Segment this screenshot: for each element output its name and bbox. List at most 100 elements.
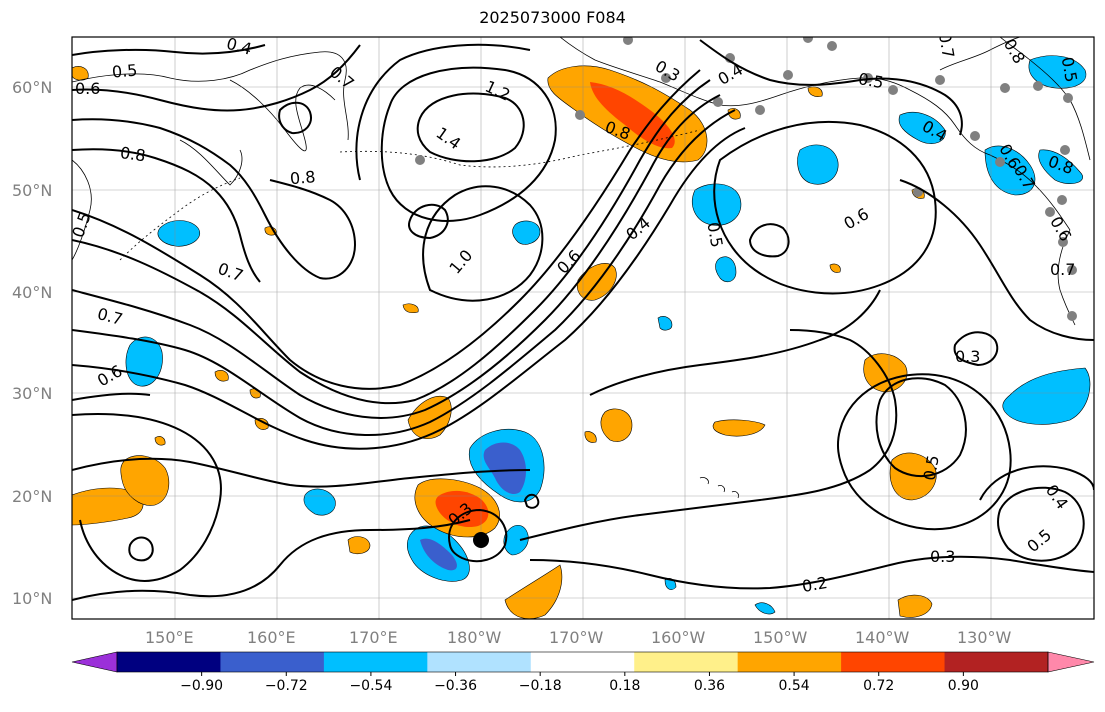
station-marker xyxy=(1057,195,1067,205)
lat-label: 30°N xyxy=(12,384,52,403)
colorbar: −0.90 −0.72 −0.54 −0.36 −0.18 0.18 0.36 0.54 0.7… xyxy=(71,651,1095,694)
station-marker xyxy=(970,131,980,141)
contour-line xyxy=(355,43,531,181)
lon-label: 150°W xyxy=(753,628,808,647)
negative-anomaly-small-4 xyxy=(303,488,336,516)
colorbar-segment xyxy=(841,652,946,672)
contour-label: 0.2 xyxy=(800,573,828,596)
chart-title: 2025073000 F084 xyxy=(479,8,626,27)
lon-label: 160°E xyxy=(247,628,296,647)
station-marker xyxy=(1058,237,1068,247)
aleutian-chain xyxy=(339,129,701,168)
contour-label: 0.6 xyxy=(75,79,100,98)
negative-anomaly-small-2 xyxy=(512,220,541,245)
negative-anomaly-bc-coast-3 xyxy=(1038,149,1083,184)
station-marker xyxy=(1045,207,1055,217)
colorbar-segment xyxy=(737,652,842,672)
colorbar-segment xyxy=(117,652,221,672)
contour-line xyxy=(589,289,881,396)
colorbar-segment xyxy=(530,652,635,672)
positive-anomaly-small-13 xyxy=(829,263,841,273)
colorbar-tick-label: 0.54 xyxy=(779,678,810,694)
colorbar-segment xyxy=(634,652,739,672)
station-marker xyxy=(863,73,873,83)
station-marker xyxy=(1067,265,1077,275)
contour-line xyxy=(380,66,557,222)
station-marker xyxy=(803,37,813,43)
contour-line xyxy=(748,223,790,258)
lon-label: 140°W xyxy=(855,628,910,647)
coastline-kamchatka xyxy=(229,79,336,152)
contour-line xyxy=(72,127,746,450)
contour-line xyxy=(72,44,361,112)
lon-label: 170°E xyxy=(349,628,398,647)
lat-label: 50°N xyxy=(12,181,52,200)
map-border xyxy=(71,36,1095,620)
contour-line xyxy=(72,457,531,488)
colorbar-tick-label: −0.18 xyxy=(519,678,562,694)
contour-line xyxy=(953,331,999,367)
positive-anomaly-small-1 xyxy=(347,536,371,555)
lon-label: 150°E xyxy=(145,628,194,647)
lon-label: 160°W xyxy=(651,628,706,647)
positive-anomaly-mid-pacific-4 xyxy=(712,419,766,437)
contour-line xyxy=(72,148,261,283)
positive-anomaly-gulf-alaska-core xyxy=(590,82,675,149)
contour-line xyxy=(523,493,540,509)
contour-line xyxy=(72,69,701,390)
negative-anomaly-mid-blob xyxy=(692,183,742,226)
colorbar-tick-label: 0.36 xyxy=(694,678,725,694)
lon-label: 180°W xyxy=(447,628,502,647)
contour-label: 0.3 xyxy=(930,547,955,566)
negative-anomaly-nw-canada xyxy=(1028,55,1087,89)
station-marker xyxy=(888,85,898,95)
contour-line xyxy=(72,44,266,56)
negative-anomaly-small-3 xyxy=(657,316,673,331)
storm-center-marker xyxy=(473,532,489,548)
station-marker xyxy=(1060,145,1070,155)
negative-anomaly-gulf-blob xyxy=(797,144,839,185)
gridlines xyxy=(72,37,1094,619)
coastline-siberia xyxy=(72,51,349,141)
contour-lines xyxy=(72,39,1094,601)
station-marker xyxy=(783,70,793,80)
contour-label: 0.7 xyxy=(935,31,958,59)
positive-anomaly-small-9 xyxy=(154,436,166,446)
coastline-alaska-panhandle xyxy=(909,89,1071,231)
colorbar-tick-label: 0.72 xyxy=(863,678,894,694)
positive-anomaly-small-10 xyxy=(584,431,597,443)
positive-anomaly-south-2 xyxy=(897,594,933,618)
contour-label: 0.8 xyxy=(289,167,316,188)
station-marker xyxy=(575,110,585,120)
negative-anomaly-storm-south-core xyxy=(420,538,457,571)
contour-line xyxy=(72,519,471,601)
negative-anomaly-small-1 xyxy=(715,256,737,283)
contour-line xyxy=(128,536,154,562)
station-marker xyxy=(755,105,765,115)
contour-line xyxy=(72,118,357,280)
station-marker xyxy=(1033,81,1043,91)
contour-label: 0.5 xyxy=(920,454,943,482)
lat-label: 60°N xyxy=(12,78,52,97)
contour-line xyxy=(72,79,711,405)
coastline-japan-kuril xyxy=(72,159,92,261)
station-marker xyxy=(995,157,1005,167)
station-marker xyxy=(713,97,723,107)
positive-anomaly-small-4 xyxy=(402,303,419,314)
colorbar-extension-low xyxy=(71,651,118,673)
colorbar-frame xyxy=(116,651,1049,673)
contour-line xyxy=(836,373,1012,531)
negative-anomaly-west-pacific xyxy=(157,220,200,247)
contour-label: 0.7 xyxy=(1050,260,1075,279)
station-marker xyxy=(415,155,425,165)
contour-label: 0.5 xyxy=(703,221,726,249)
colorbar-segment xyxy=(220,652,325,672)
station-marker xyxy=(827,41,837,51)
station-marker xyxy=(1000,83,1010,93)
contour-line xyxy=(529,555,1094,590)
contour-line xyxy=(72,109,736,436)
lon-label: 130°W xyxy=(957,628,1012,647)
positive-anomaly-small-5 xyxy=(72,66,89,81)
latitude-labels: 60°N 50°N 40°N 30°N 20°N 10°N xyxy=(12,78,52,608)
